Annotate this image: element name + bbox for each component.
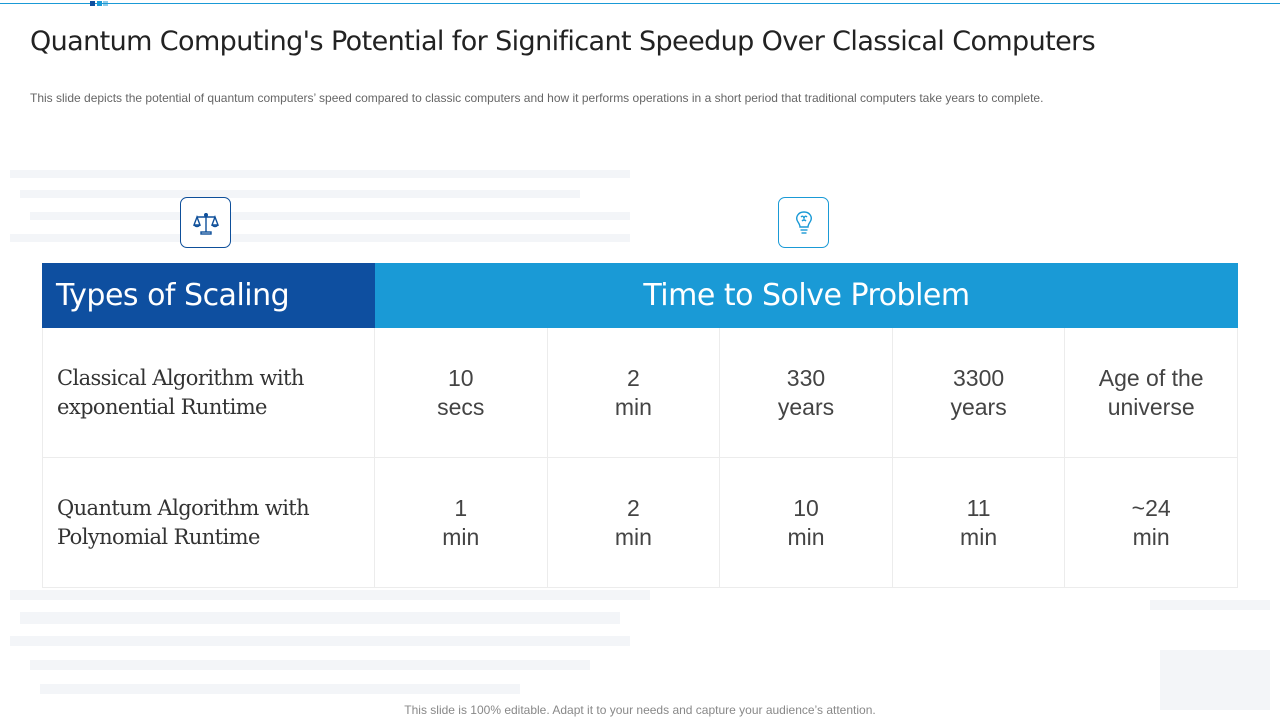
table-cell: Age of the universe xyxy=(1065,328,1238,457)
table-cell: 10 min xyxy=(720,458,893,587)
table-row: Classical Algorithm with exponential Run… xyxy=(42,328,1238,458)
footer-note: This slide is 100% editable. Adapt it to… xyxy=(404,703,876,717)
table-cell: 3300 years xyxy=(893,328,1066,457)
table-row: Quantum Algorithm with Polynomial Runtim… xyxy=(42,458,1238,588)
top-accent-dots xyxy=(90,1,110,7)
time-icon-box xyxy=(778,197,829,248)
lightbulb-brain-icon xyxy=(795,210,812,234)
header-types-of-scaling: Types of Scaling xyxy=(42,263,375,328)
comparison-table: Types of Scaling Time to Solve Problem C… xyxy=(42,263,1238,588)
table-cell: 2 min xyxy=(548,328,721,457)
row-label: Classical Algorithm with exponential Run… xyxy=(42,328,375,457)
table-cell: ~24 min xyxy=(1065,458,1238,587)
page-subtitle: This slide depicts the potential of quan… xyxy=(30,91,1044,105)
row-label: Quantum Algorithm with Polynomial Runtim… xyxy=(42,458,375,587)
balance-scale-icon xyxy=(192,212,219,235)
table-cell: 11 min xyxy=(893,458,1066,587)
table-cell: 2 min xyxy=(548,458,721,587)
table-cell: 1 min xyxy=(375,458,548,587)
page-title: Quantum Computing's Potential for Signif… xyxy=(30,26,1096,57)
top-accent-line xyxy=(0,3,1280,4)
scaling-icon-box xyxy=(180,197,231,248)
table-header: Types of Scaling Time to Solve Problem xyxy=(42,263,1238,328)
table-cell: 10 secs xyxy=(375,328,548,457)
table-cell: 330 years xyxy=(720,328,893,457)
header-time-to-solve: Time to Solve Problem xyxy=(375,263,1238,328)
